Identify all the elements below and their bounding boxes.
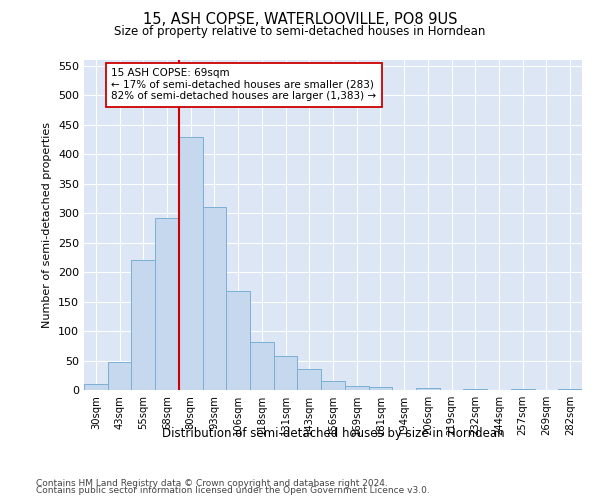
Bar — [416, 388, 440, 390]
Bar — [345, 386, 368, 390]
Bar — [226, 291, 250, 390]
Bar — [179, 136, 203, 390]
Bar — [274, 356, 298, 390]
Text: 15, ASH COPSE, WATERLOOVILLE, PO8 9US: 15, ASH COPSE, WATERLOOVILLE, PO8 9US — [143, 12, 457, 28]
Bar — [84, 384, 108, 390]
Text: 15 ASH COPSE: 69sqm
← 17% of semi-detached houses are smaller (283)
82% of semi-: 15 ASH COPSE: 69sqm ← 17% of semi-detach… — [111, 68, 376, 102]
Bar — [321, 380, 345, 390]
Text: Distribution of semi-detached houses by size in Horndean: Distribution of semi-detached houses by … — [161, 428, 505, 440]
Bar — [131, 260, 155, 390]
Bar — [203, 206, 226, 390]
Bar — [155, 218, 179, 390]
Bar — [558, 389, 582, 390]
Bar — [108, 362, 131, 390]
Y-axis label: Number of semi-detached properties: Number of semi-detached properties — [43, 122, 52, 328]
Text: Size of property relative to semi-detached houses in Horndean: Size of property relative to semi-detach… — [115, 25, 485, 38]
Bar — [250, 342, 274, 390]
Text: Contains public sector information licensed under the Open Government Licence v3: Contains public sector information licen… — [36, 486, 430, 495]
Bar — [368, 387, 392, 390]
Text: Contains HM Land Registry data © Crown copyright and database right 2024.: Contains HM Land Registry data © Crown c… — [36, 478, 388, 488]
Bar — [298, 370, 321, 390]
